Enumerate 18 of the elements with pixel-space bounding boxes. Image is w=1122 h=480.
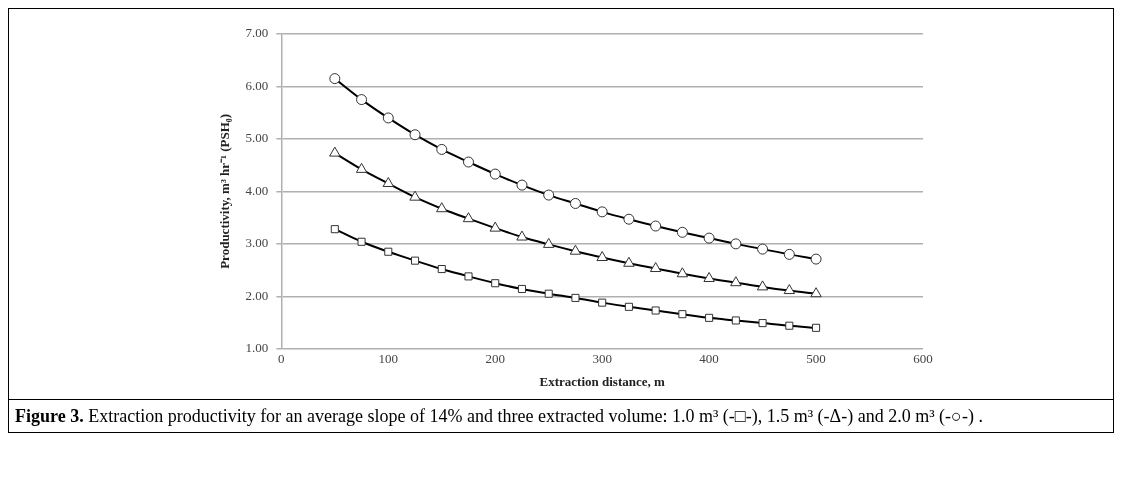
y-tick-label: 6.00 xyxy=(245,77,269,93)
y-tick-label: 7.00 xyxy=(245,25,269,41)
caption: Figure 3. xyxy=(15,406,84,426)
x-tick-label: 400 xyxy=(699,351,719,367)
x-tick-label: 100 xyxy=(378,351,399,367)
x-tick-label: 300 xyxy=(592,351,612,367)
x-tick-label: 0 xyxy=(278,351,285,367)
text: Extraction productivity for an average slope of 14% and three extracted volume: 1.0 m³ (-□-), 1.5 m³ (-Δ-) and 2.0 m³ (-○-) . xyxy=(87,406,983,426)
y-tick-label: 1.00 xyxy=(245,340,269,356)
y-tick-label: 4.00 xyxy=(245,182,269,198)
x-axis-title: Extraction distance, m xyxy=(539,373,665,389)
x-tick-label: 500 xyxy=(806,351,826,367)
y-tick-label: 5.00 xyxy=(245,130,269,146)
y-tick-label: 3.00 xyxy=(245,235,269,251)
y-tick-label: 2.00 xyxy=(245,287,269,303)
x-tick-label: 600 xyxy=(913,351,933,367)
x-tick-label: 200 xyxy=(485,351,505,367)
y-axis-title: Productivity, m³ hr⁻¹ (PSH₀) xyxy=(217,113,233,269)
